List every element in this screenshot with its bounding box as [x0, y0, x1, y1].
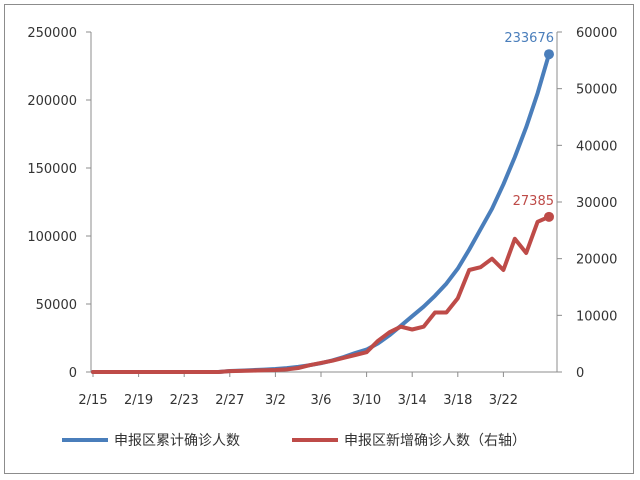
tick-labels-layer: 0 50000 100000 150000 200000 250000 0 10000 2000…	[27, 26, 617, 408]
series-line-cumulative	[91, 52, 551, 374]
y-left-tick-label: 250000	[27, 26, 77, 41]
y-right-tick-label: 10000	[576, 309, 617, 324]
chart-frame	[4, 4, 634, 474]
x-tick-label: 3/14	[398, 393, 427, 408]
x-tick-label: 2/23	[170, 393, 199, 408]
axes-layer	[86, 31, 562, 377]
y-left-tick-label: 100000	[27, 230, 77, 245]
x-tick-label: 3/10	[352, 393, 381, 408]
y-right-tick-label: 30000	[576, 196, 617, 211]
series-end-point-new	[544, 211, 554, 222]
x-tick-label: 3/6	[311, 393, 332, 408]
x-tick-label: 2/15	[78, 393, 107, 408]
series-line-new	[91, 214, 551, 374]
legend-label-new: 申报区新增确诊人数（右轴）	[344, 433, 526, 449]
y-left-tick-label: 200000	[27, 94, 77, 109]
series-layer	[91, 49, 554, 374]
legend: 申报区累计确诊人数 申报区新增确诊人数（右轴）	[62, 433, 526, 449]
series-end-point-cumulative	[544, 49, 554, 60]
y-right-tick-label: 60000	[576, 26, 617, 41]
x-tick-label: 3/18	[443, 393, 472, 408]
data-label-new: 27385	[513, 194, 554, 209]
y-right-tick-label: 50000	[576, 83, 617, 98]
y-right-tick-label: 0	[576, 366, 584, 381]
y-left-tick-label: 150000	[27, 162, 77, 177]
y-left-tick-label: 0	[69, 366, 77, 381]
x-tick-label: 2/27	[215, 393, 244, 408]
y-right-tick-label: 20000	[576, 253, 617, 268]
x-tick-label: 2/19	[124, 393, 153, 408]
data-label-cumulative: 233676	[504, 31, 554, 46]
y-left-tick-label: 50000	[36, 298, 77, 313]
legend-label-cumulative: 申报区累计确诊人数	[114, 433, 240, 449]
y-right-tick-label: 40000	[576, 139, 617, 154]
x-tick-label: 3/22	[489, 393, 518, 408]
x-tick-label: 3/2	[265, 393, 286, 408]
